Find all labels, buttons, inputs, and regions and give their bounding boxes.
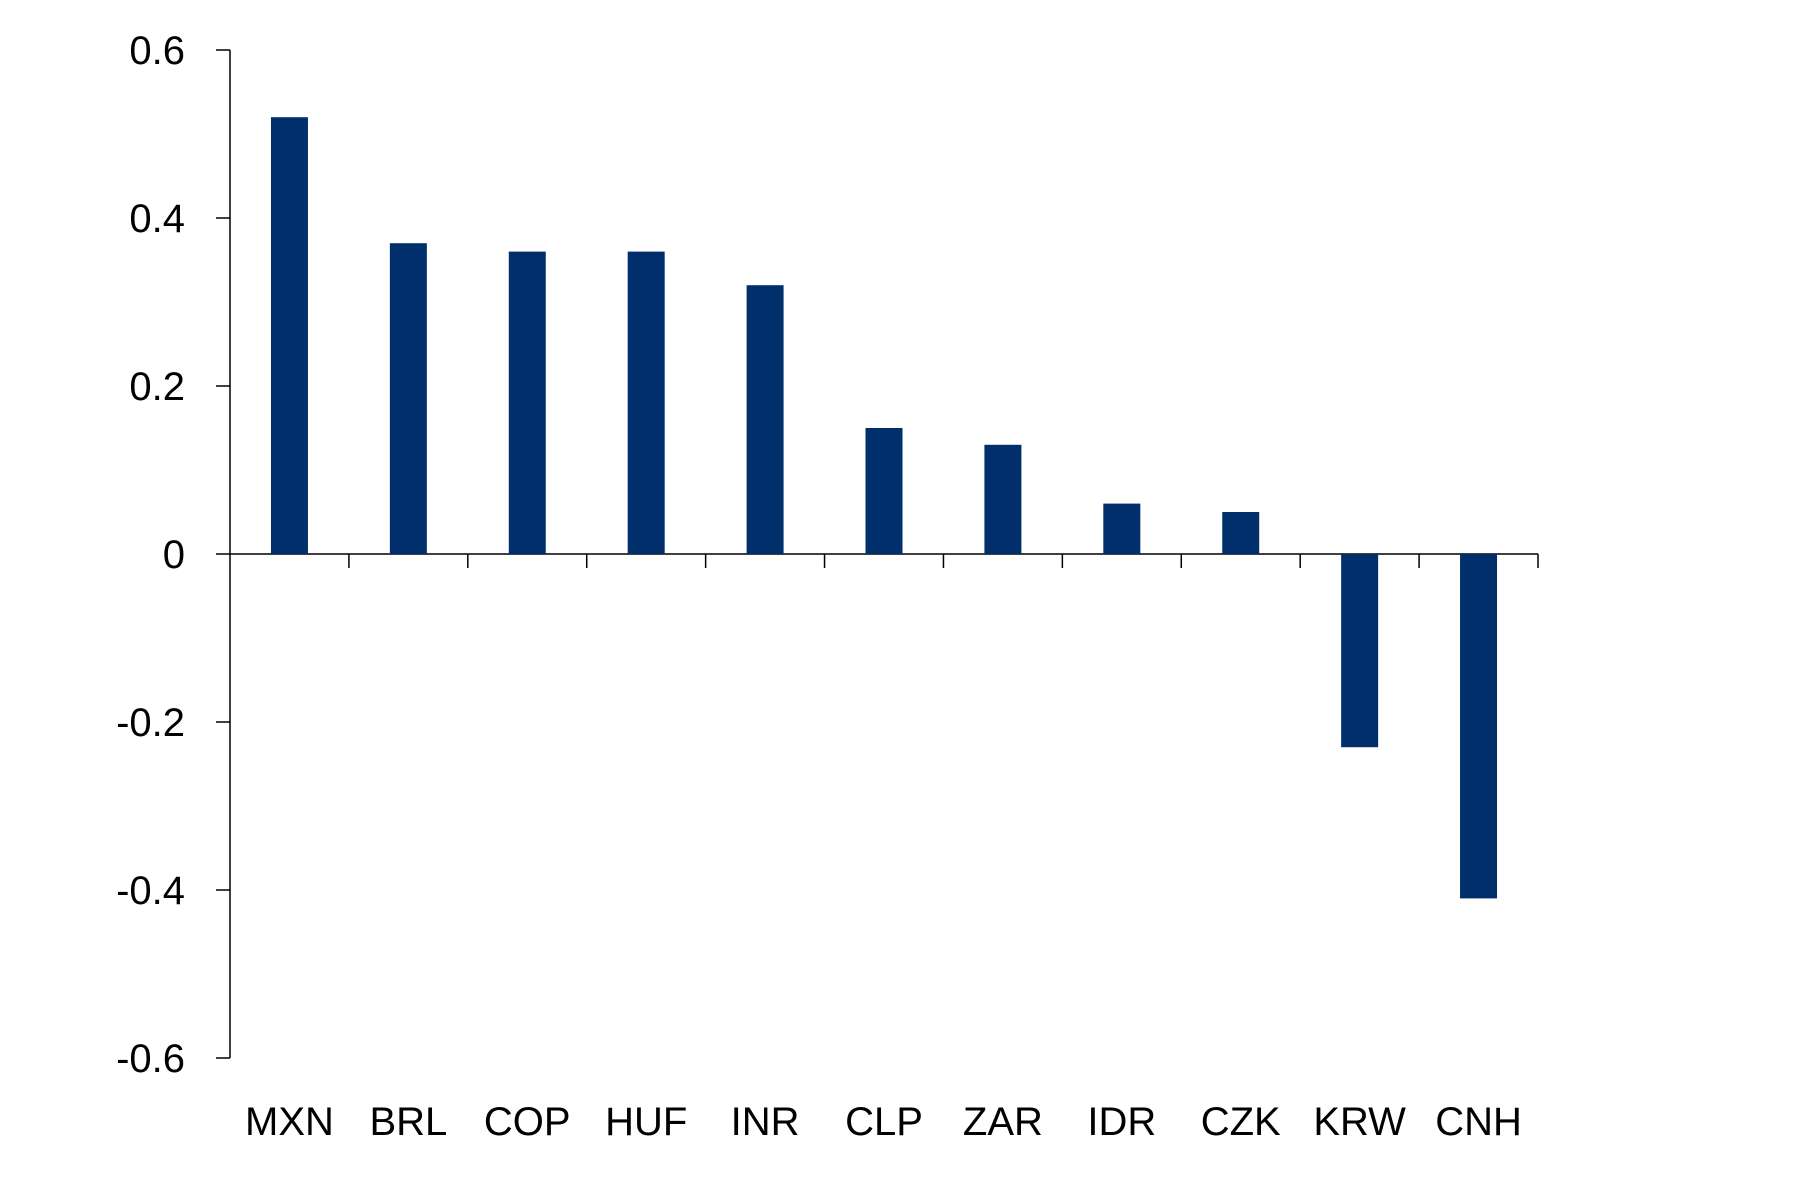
y-tick-label: -0.6 xyxy=(116,1037,185,1081)
x-category-label: ZAR xyxy=(963,1100,1043,1144)
y-axis xyxy=(216,49,231,1059)
bar-clp xyxy=(865,428,903,554)
x-category-labels: MXN BRL COP HUF INR CLP ZAR IDR CZK KRW CNH xyxy=(245,1100,1522,1144)
bar-idr xyxy=(1103,503,1141,554)
y-tick-label: 0.2 xyxy=(129,365,185,409)
x-category-label: COP xyxy=(484,1100,571,1144)
x-category-label: BRL xyxy=(369,1100,447,1144)
x-category-label: CNH xyxy=(1435,1100,1522,1144)
x-category-label: MXN xyxy=(245,1100,334,1144)
bar-krw xyxy=(1341,554,1379,748)
x-category-label: CLP xyxy=(845,1100,923,1144)
y-tick-label: 0.6 xyxy=(129,29,185,73)
y-tick-labels: 0.6 0.4 0.2 0 -0.2 -0.4 -0.6 xyxy=(116,29,185,1081)
bar-cop xyxy=(508,251,546,554)
x-category-label: INR xyxy=(731,1100,800,1144)
x-category-label: CZK xyxy=(1201,1100,1281,1144)
bar-mxn xyxy=(270,117,308,554)
bar-huf xyxy=(627,251,665,554)
x-category-label: IDR xyxy=(1087,1100,1156,1144)
bar-zar xyxy=(984,444,1022,554)
bar-series xyxy=(270,117,1498,899)
y-tick-label: -0.2 xyxy=(116,701,185,745)
x-category-label: KRW xyxy=(1313,1100,1406,1144)
bar-cnh xyxy=(1460,554,1498,899)
y-tick-label: -0.4 xyxy=(116,869,185,913)
y-tick-label: 0 xyxy=(163,533,185,577)
y-tick-label: 0.4 xyxy=(129,197,185,241)
bar-czk xyxy=(1222,512,1260,554)
x-category-label: HUF xyxy=(605,1100,687,1144)
bar-inr xyxy=(746,285,784,554)
bar-brl xyxy=(389,243,427,554)
